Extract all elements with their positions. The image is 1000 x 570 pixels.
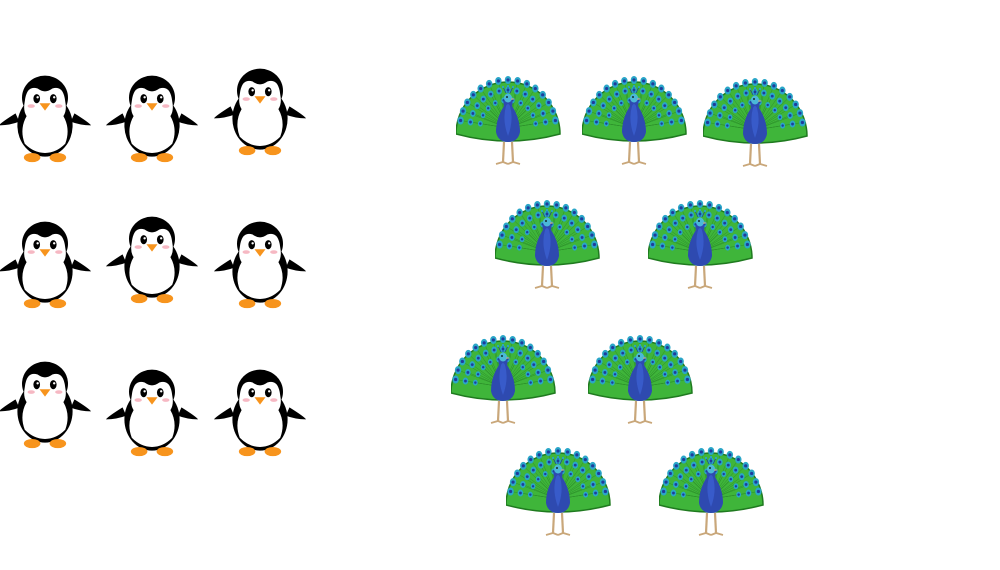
penguin-icon-3	[214, 68, 306, 156]
penguin-icon-8	[106, 369, 198, 457]
peacock-icon-7	[588, 333, 694, 425]
peacock-icon-2	[582, 74, 688, 166]
peacock-icon-1	[456, 74, 562, 166]
penguin-icon-4	[0, 221, 91, 309]
penguin-icon-5	[106, 216, 198, 304]
peacock-icon-3	[703, 76, 809, 168]
peacock-icon-4	[495, 198, 601, 290]
penguin-icon-7	[0, 361, 91, 449]
peacock-icon-9	[659, 445, 765, 537]
penguin-icon-6	[214, 221, 306, 309]
penguin-icon-1	[0, 75, 91, 163]
penguin-icon-2	[106, 75, 198, 163]
peacock-icon-6	[451, 333, 557, 425]
animals-layer	[0, 68, 809, 537]
peacock-icon-5	[648, 198, 754, 290]
penguin-icon-9	[214, 369, 306, 457]
peacock-icon-8	[506, 445, 612, 537]
